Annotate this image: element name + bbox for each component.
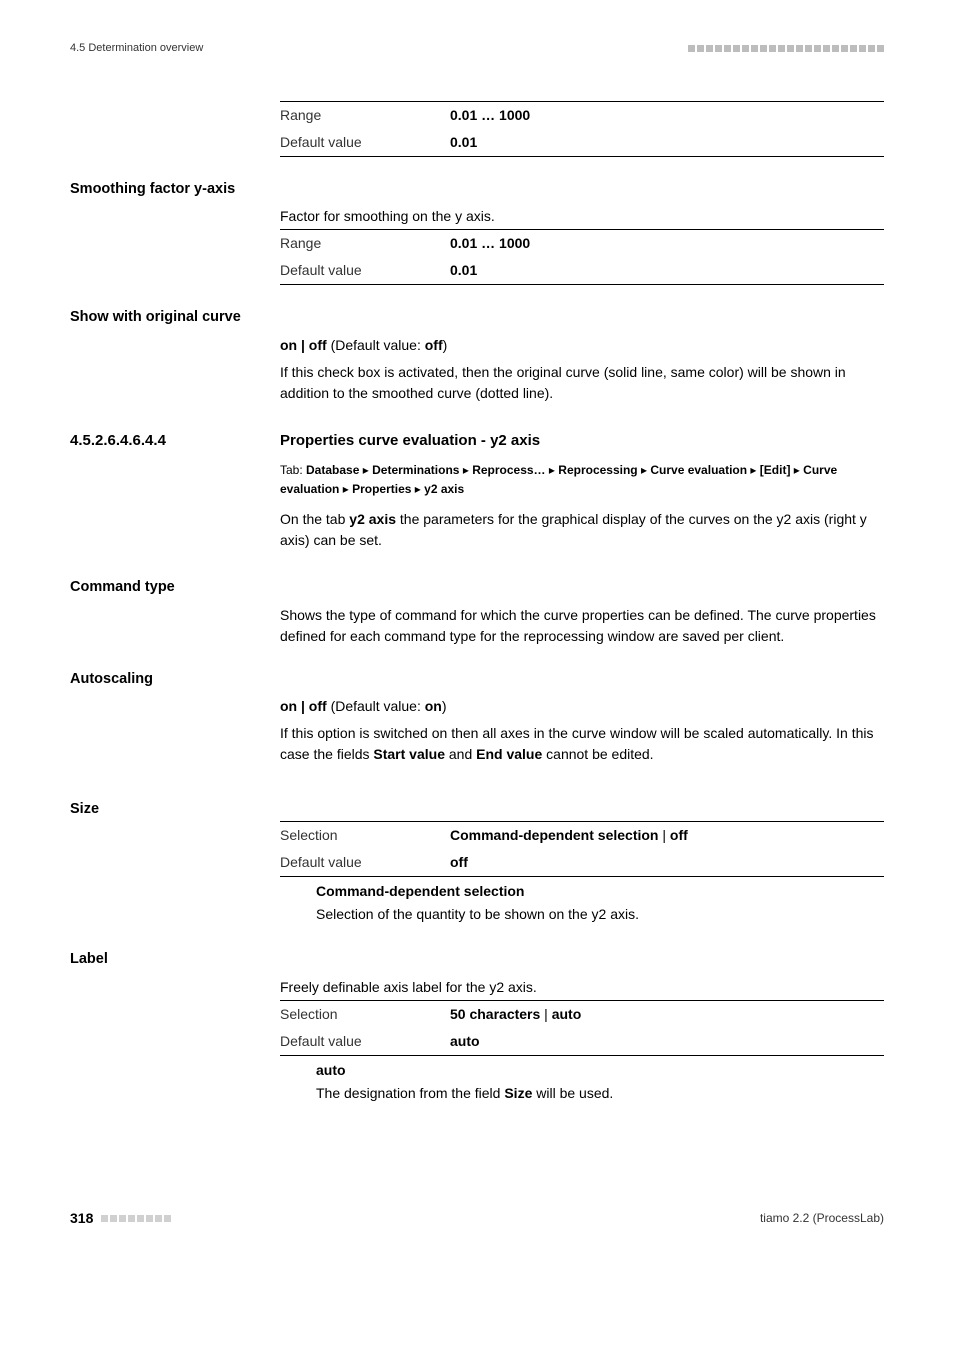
page-footer: 318 tiamo 2.2 (ProcessLab) <box>0 1208 954 1229</box>
path-seg: Reprocessing <box>558 463 637 477</box>
term-desc-a: The designation from the field <box>316 1085 504 1101</box>
param-desc: If this check box is activated, then the… <box>280 362 884 404</box>
body-a: On the tab <box>280 511 349 527</box>
param-val: 0.01 … 1000 <box>450 230 884 258</box>
param-table: Range0.01 … 1000 Default value0.01 <box>280 101 884 157</box>
page-content: Range0.01 … 1000 Default value0.01 Smoot… <box>0 101 954 1118</box>
sel-val: 50 characters <box>450 1006 540 1022</box>
paren-close: ) <box>443 337 448 353</box>
opts-text: on | off <box>280 337 327 353</box>
param-opts: on | off (Default value: off) <box>280 335 884 356</box>
sel-val2: auto <box>552 1006 582 1022</box>
param-val: auto <box>450 1028 884 1056</box>
default-val: off <box>425 337 443 353</box>
sel-val2: off <box>670 827 688 843</box>
param-heading: Autoscaling <box>70 669 280 691</box>
param-desc: Factor for smoothing on the y axis. <box>280 206 884 227</box>
tab-prefix: Tab: <box>280 463 306 477</box>
footer-product: tiamo 2.2 (ProcessLab) <box>760 1209 884 1227</box>
param-key: Selection <box>280 822 450 850</box>
param-heading: Command type <box>70 577 280 599</box>
sel-val: Command-dependent selection <box>450 827 658 843</box>
path-seg: [Edit] <box>760 463 791 477</box>
term-desc-b: will be used. <box>532 1085 613 1101</box>
term-desc: Selection of the quantity to be shown on… <box>316 904 884 925</box>
path-seg: y2 axis <box>424 482 464 496</box>
paren-close: ) <box>442 698 447 714</box>
param-val: 50 characters | auto <box>450 1000 884 1028</box>
section-number: 4.5.2.6.4.6.4.4 <box>70 430 280 453</box>
param-opts: on | off (Default value: on) <box>280 696 884 717</box>
section-body: On the tab y2 axis the parameters for th… <box>280 509 884 551</box>
param-key: Range <box>280 101 450 129</box>
term: Command-dependent selection <box>316 881 884 902</box>
desc-bold: Start value <box>373 746 445 762</box>
param-key: Default value <box>280 129 450 157</box>
desc-mid: and <box>445 746 476 762</box>
desc-b: cannot be edited. <box>542 746 653 762</box>
default-val: on <box>425 698 442 714</box>
desc-bold: End value <box>476 746 542 762</box>
param-key: Selection <box>280 1000 450 1028</box>
path-seg: Determinations <box>372 463 459 477</box>
path-seg: Curve evaluation <box>650 463 747 477</box>
param-heading: Size <box>70 799 280 821</box>
param-val: Command-dependent selection | off <box>450 822 884 850</box>
term-bold: Size <box>504 1085 532 1101</box>
body-bold: y2 axis <box>349 511 396 527</box>
opts-text: on | off <box>280 698 327 714</box>
param-key: Default value <box>280 849 450 877</box>
param-key: Default value <box>280 257 450 285</box>
header-section-ref: 4.5 Determination overview <box>70 40 203 57</box>
term-def: Command-dependent selection Selection of… <box>316 881 884 925</box>
param-desc: Shows the type of command for which the … <box>280 605 884 647</box>
footer-decor <box>101 1215 171 1222</box>
header-decor <box>688 45 884 52</box>
page-header: 4.5 Determination overview <box>0 40 954 65</box>
page-num-text: 318 <box>70 1208 93 1229</box>
param-val: 0.01 <box>450 129 884 157</box>
term-def: auto The designation from the field Size… <box>316 1060 884 1104</box>
sel-sep: | <box>658 827 669 843</box>
param-table: SelectionCommand-dependent selection | o… <box>280 821 884 877</box>
path-seg: Reprocess… <box>472 463 545 477</box>
param-heading: Show with original curve <box>70 307 310 329</box>
param-key: Default value <box>280 1028 450 1056</box>
param-desc: If this option is switched on then all a… <box>280 723 884 765</box>
param-val: 0.01 <box>450 257 884 285</box>
param-desc: Freely definable axis label for the y2 a… <box>280 977 884 998</box>
default-label: (Default value: <box>327 698 425 714</box>
section-title: Properties curve evaluation - y2 axis <box>280 430 884 453</box>
param-val: 0.01 … 1000 <box>450 101 884 129</box>
term-desc: The designation from the field Size will… <box>316 1083 884 1104</box>
path-seg: Properties <box>352 482 411 496</box>
param-table: Selection50 characters | auto Default va… <box>280 1000 884 1056</box>
nav-path: Tab: Database ▸ Determinations ▸ Reproce… <box>280 461 884 499</box>
param-key: Range <box>280 230 450 258</box>
param-val: off <box>450 849 884 877</box>
sel-sep: | <box>540 1006 551 1022</box>
page-number: 318 <box>70 1208 171 1229</box>
param-heading: Smoothing factor y-axis <box>70 179 280 201</box>
path-seg: Database <box>306 463 359 477</box>
term: auto <box>316 1060 884 1081</box>
param-table: Range0.01 … 1000 Default value0.01 <box>280 229 884 285</box>
default-label: (Default value: <box>327 337 425 353</box>
param-heading: Label <box>70 949 280 971</box>
